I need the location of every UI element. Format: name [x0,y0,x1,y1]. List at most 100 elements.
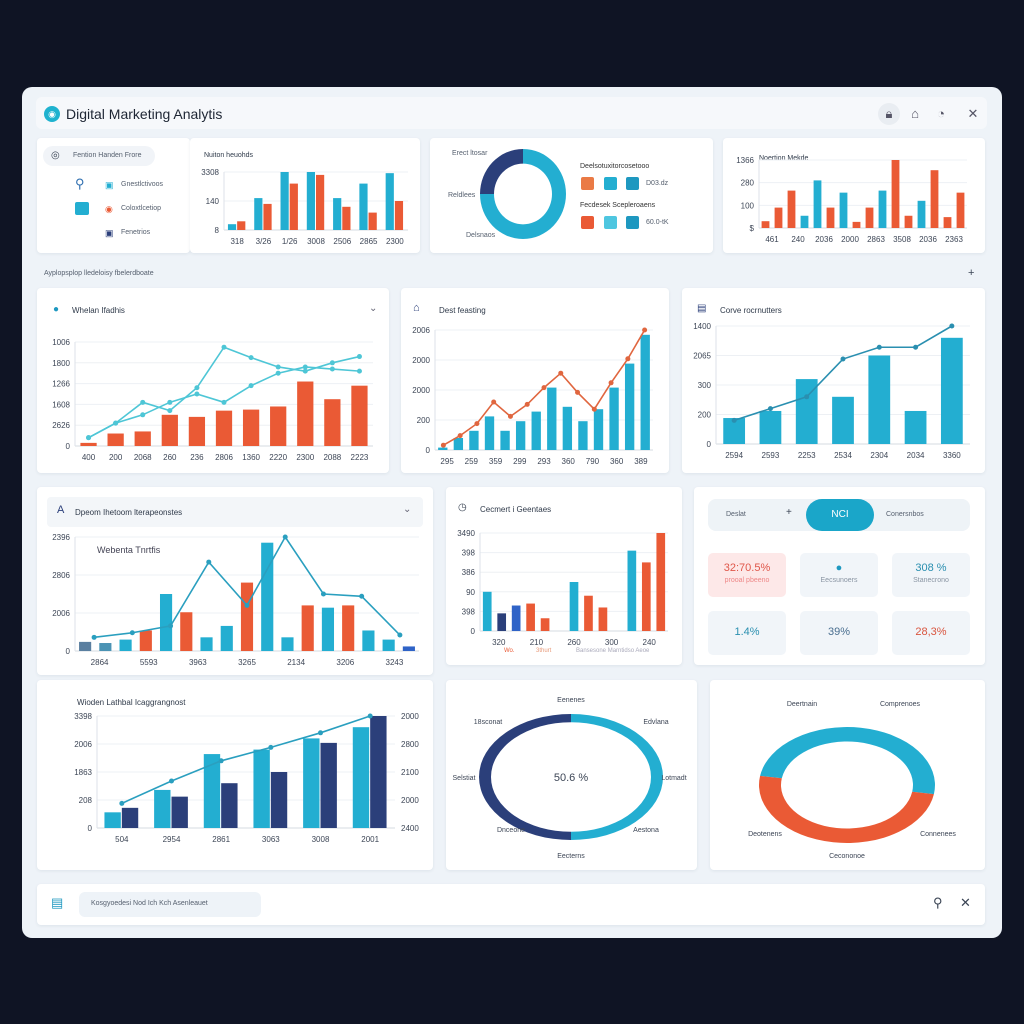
footer-bar: ▤ Kosgyoedesi Nod Ich Kch Asenleauet ⚲ ✕ [37,884,985,925]
y2-tick-label: 2000 [401,796,419,805]
app-window: ◉ Digital Marketing Analytis 🔒︎ ⌂ ◔ ✕ ◎ … [22,87,1002,938]
chart-panel: ◷ Cecmert i Geentaes 0 398 90 386 398 3490 320… [446,487,682,665]
x-tick-label: 2036 [919,235,937,244]
bar [121,807,139,828]
x-tick-label: 504 [115,835,129,844]
x-tick-label: 240 [791,235,805,244]
bar [79,641,92,651]
tab-nci[interactable]: NCI [806,499,874,531]
save-icon[interactable]: ⌂ [911,106,919,121]
legend-swatch [626,216,639,229]
chart-title: Dest feasting [439,306,486,315]
chart-panel: Wioden Lathbal Icaggrangnost 0 208 1863 200… [37,680,433,870]
data-point [320,591,326,597]
donut-center-value: 50.6 % [554,772,588,784]
user-icon: ⚲ [75,176,85,191]
data-point [524,401,530,407]
bar [547,387,557,450]
kpi-card[interactable]: 1.4% [708,611,786,655]
panel-icon[interactable]: ▤ [51,895,64,910]
chart-title: Corve rocrnutters [720,306,782,315]
data-point [804,394,810,400]
target-icon: ◉ [105,204,113,214]
data-point [558,370,564,376]
clock-icon[interactable]: ◔ [937,106,945,121]
x-tick-label: 5593 [140,658,158,667]
close-icon[interactable]: ✕ [967,106,979,121]
menu-item[interactable]: Gnestlctivoos [121,181,164,188]
tab-conersnbos[interactable]: Conersnbos [886,511,924,518]
menu-item[interactable]: Coloxtlcetiop [121,205,162,212]
chart-title: Nuiton heuohds [204,152,254,159]
search-icon[interactable]: ⚲ [933,895,943,910]
add-icon[interactable]: + [786,507,792,518]
donut-slice [760,727,935,795]
kpi-card[interactable]: 39% [800,611,878,655]
bar [484,416,495,450]
bar [333,198,342,230]
users-icon: ● [835,562,843,574]
bar [865,207,874,228]
kpi-card[interactable]: 308 % Stanecrono [892,553,970,597]
y-tick-label: 2006 [412,326,430,335]
data-point [731,417,737,423]
data-point [474,421,480,427]
x-tick-label: 260 [567,638,581,647]
donut-label: Cecononoe [829,853,865,860]
bar [578,421,588,450]
add-icon[interactable]: + [968,267,975,279]
bar [139,630,152,651]
combo-chart: 0 208 1863 2006 3398 2400 2000 2100 2800 2000 504 2… [74,712,419,844]
bar [261,542,274,651]
x-tick-label: 2223 [351,453,369,462]
kpi-card[interactable]: ● Eecsunoers [800,553,878,597]
donut-label: Selstiat [453,775,476,782]
data-point [491,399,497,405]
bar [904,215,913,228]
clock-icon: ◷ [458,502,467,513]
chevron-down-icon[interactable]: ⌄ [369,303,378,314]
donut-label: Connenees [920,831,956,838]
tab-deslat[interactable]: Deslat [726,511,746,518]
x-tick-label: 2088 [323,453,341,462]
x-tick-label: 1/26 [282,237,298,246]
close-icon[interactable]: ✕ [960,895,971,910]
chevron-down-icon[interactable]: ⌄ [403,504,412,515]
combo-chart: 0 200 2000 2000 2006 295 259 359 299 293 360 790 360… [412,326,653,466]
chart-title: Noertion Mekde [759,155,809,162]
data-point [359,593,365,599]
x-tick-label: 2036 [815,235,833,244]
data-point [275,364,281,370]
x-tick-label: 295 [440,457,454,466]
x-tick-label: 2304 [870,451,888,460]
y-tick-label: 3398 [74,712,92,721]
bar [878,190,887,228]
x-tick-label: 2864 [91,658,109,667]
chart-panel: ▤ Corve rocrnutters 0 200 300 2065 1400 2594 2… [682,288,985,473]
kpi-card[interactable]: 32:70.5% ргоoal pbeeno [708,553,786,597]
footer-input[interactable]: Kosgyoedesi Nod Ich Kch Asenleauet [79,892,261,917]
donut-slice [480,149,523,194]
lock-icon[interactable]: 🔒︎ [878,103,900,125]
donut-slice [480,149,566,239]
x-tick-label: 320 [492,638,506,647]
bar [254,198,263,230]
menu-search[interactable]: ◎ Fention Handen Frore [43,146,155,166]
data-point [356,354,362,360]
kpi-card[interactable]: 28,3% [892,611,970,655]
donut-chart [480,149,566,239]
donut-label: Eecterns [557,853,585,860]
donut-chart: 50.6 % Eenenes Edvlana Lotmadt Aestona Eecter… [453,697,687,860]
combo-chart: 0 2626 1608 1266 1800 1006 400 200 2068 260 236 280… [52,338,373,462]
bar [237,221,246,230]
x-tick-label: 3/26 [256,237,272,246]
kpi-label: Eecsunoers [820,577,858,584]
donut-label: Eenenes [557,697,585,704]
panel-header[interactable]: A Dpeom Ihetoom lterapeonstes ⌄ [47,497,423,527]
y-tick-label: $ [750,224,755,233]
legend-swatch [581,177,594,190]
menu-item[interactable]: Fenetrios [121,229,151,236]
kpi-value: 308 % [915,562,947,574]
app-logo-icon: ◉ [44,106,60,122]
x-tick-label: 2593 [762,451,780,460]
